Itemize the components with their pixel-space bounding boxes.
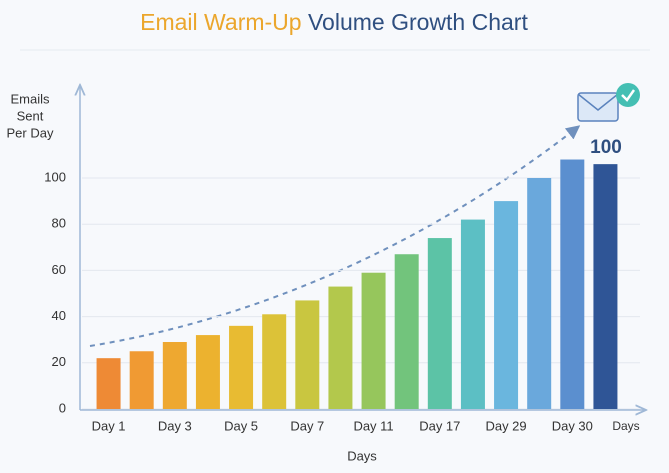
y-axis-label: Emails: [10, 91, 50, 106]
y-tick-label: 60: [52, 262, 66, 277]
x-tick-label: Day 17: [419, 418, 460, 433]
bar: [96, 358, 121, 409]
y-tick-label: 0: [59, 400, 66, 415]
y-tick-label: 100: [44, 169, 66, 184]
bar: [195, 335, 220, 409]
chart-title: Email Warm-Up Volume Growth Chart: [140, 9, 528, 35]
bar: [328, 286, 353, 409]
y-tick-label: 40: [52, 308, 66, 323]
title-rest: Volume Growth Chart: [308, 9, 528, 35]
bar: [229, 325, 254, 409]
bar: [361, 272, 386, 409]
x-tick-label: Day 7: [290, 418, 324, 433]
bar: [427, 238, 452, 409]
bar: [494, 201, 519, 409]
x-axis-label: Days: [347, 448, 377, 463]
bar: [295, 300, 320, 409]
title-highlight: Email Warm-Up: [140, 9, 301, 35]
bar: [394, 254, 419, 409]
x-axis-end-label: Days: [612, 419, 639, 433]
annotation: 100: [590, 137, 622, 158]
y-tick-label: 20: [52, 354, 66, 369]
bar: [527, 178, 552, 409]
x-tick-label: Day 3: [158, 418, 192, 433]
x-tick-label: Day 11: [353, 418, 393, 433]
x-tick-label: Day 30: [552, 418, 593, 433]
x-tick-label: Day 5: [224, 418, 258, 433]
bar: [129, 351, 154, 409]
x-tick-label: Day 1: [92, 418, 126, 433]
y-axis-label: Per Day: [7, 125, 54, 140]
y-tick-label: 80: [52, 216, 66, 231]
envelope-icon: [577, 83, 640, 122]
bar: [162, 342, 187, 409]
y-axis-label: Sent: [17, 108, 44, 123]
bar: [560, 159, 585, 409]
bar: [593, 164, 618, 409]
x-tick-label: Day 29: [485, 418, 526, 433]
bar: [262, 314, 287, 409]
bar: [460, 219, 485, 409]
